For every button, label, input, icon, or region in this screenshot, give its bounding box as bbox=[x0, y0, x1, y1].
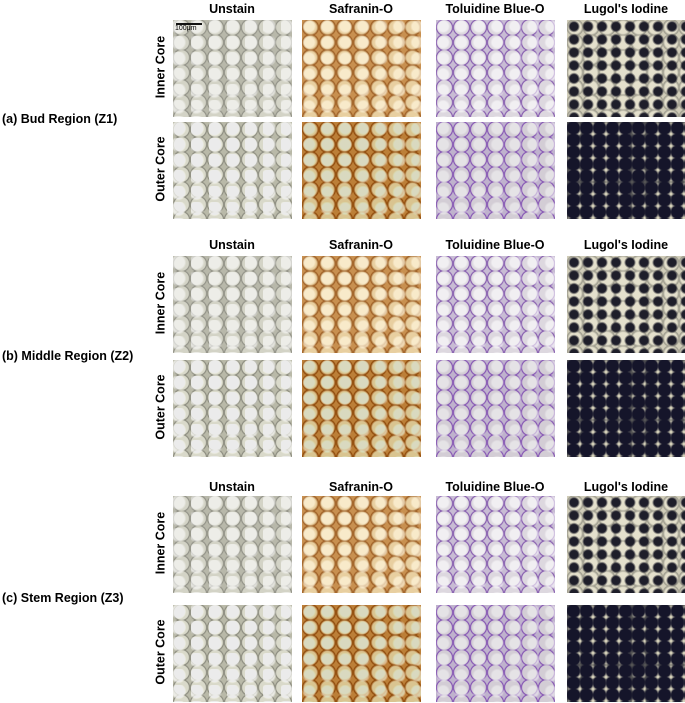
region-label: (b) Middle Region (Z2) bbox=[2, 348, 134, 363]
column-header: Unstain bbox=[209, 238, 255, 252]
column-header: Toluidine Blue-O bbox=[445, 2, 545, 16]
column-header: Safranin-O bbox=[329, 480, 393, 494]
micrograph bbox=[173, 496, 292, 593]
column-header: Safranin-O bbox=[329, 2, 393, 16]
micrograph bbox=[567, 360, 685, 457]
scale-bar-line bbox=[176, 23, 202, 25]
micrograph bbox=[302, 122, 421, 219]
micrograph bbox=[436, 496, 555, 593]
column-header: Lugol's Iodine bbox=[583, 238, 669, 252]
row-label: Outer Core bbox=[153, 374, 168, 440]
micrograph bbox=[436, 256, 555, 353]
micrograph bbox=[436, 360, 555, 457]
micrograph bbox=[436, 122, 555, 219]
column-header: Unstain bbox=[209, 480, 255, 494]
row-label: Inner Core bbox=[153, 511, 168, 575]
micrograph bbox=[302, 605, 421, 702]
column-header: Toluidine Blue-O bbox=[445, 480, 545, 494]
micrograph bbox=[173, 360, 292, 457]
micrograph bbox=[173, 605, 292, 702]
micrograph bbox=[436, 20, 555, 117]
micrograph bbox=[173, 256, 292, 353]
column-header: Toluidine Blue-O bbox=[445, 238, 545, 252]
column-header: Unstain bbox=[209, 2, 255, 16]
micrograph bbox=[567, 605, 685, 702]
scale-bar-label: 100μm bbox=[175, 25, 197, 32]
micrograph bbox=[302, 20, 421, 117]
micrograph bbox=[302, 256, 421, 353]
micrograph bbox=[302, 360, 421, 457]
row-label: Inner Core bbox=[153, 271, 168, 335]
row-label: Inner Core bbox=[153, 35, 168, 99]
column-header: Lugol's Iodine bbox=[583, 480, 669, 494]
micrograph bbox=[567, 256, 685, 353]
micrograph bbox=[567, 496, 685, 593]
region-label: (c) Stem Region (Z3) bbox=[2, 591, 124, 605]
micrograph bbox=[173, 20, 292, 117]
micrograph bbox=[173, 122, 292, 219]
column-header: Lugol's Iodine bbox=[583, 2, 669, 16]
row-label: Outer Core bbox=[153, 136, 168, 202]
micrograph bbox=[567, 20, 685, 117]
region-label: (a) Bud Region (Z1) bbox=[2, 111, 118, 126]
row-label: Outer Core bbox=[153, 619, 168, 685]
micrograph bbox=[567, 122, 685, 219]
column-header: Safranin-O bbox=[329, 238, 393, 252]
micrograph bbox=[302, 496, 421, 593]
micrograph bbox=[436, 605, 555, 702]
